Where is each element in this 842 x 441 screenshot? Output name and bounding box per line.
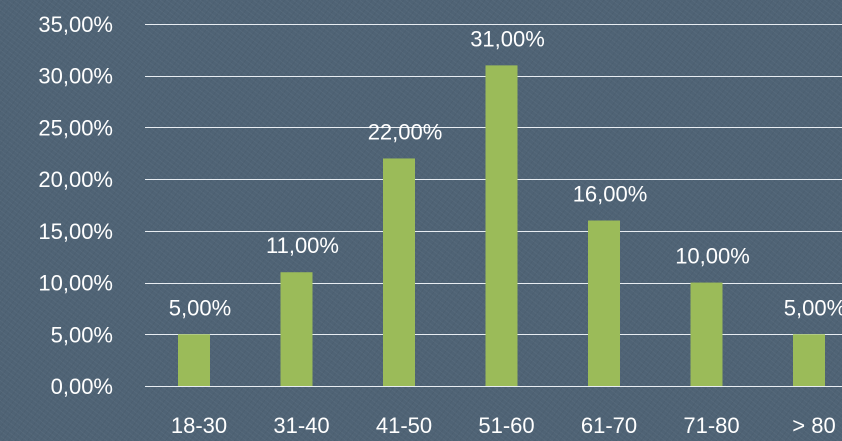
data-label: 10,00% — [675, 244, 750, 269]
data-label: 22,00% — [368, 119, 443, 144]
data-labels: 5,00% 11,00% 22,00% 31,00% 16,00% 10,00% 5,00% — [169, 26, 842, 320]
bar — [178, 334, 210, 386]
x-tick-label: 41-50 — [376, 413, 432, 438]
x-tick-label: 51-60 — [478, 413, 534, 438]
data-label: 5,00% — [169, 295, 231, 320]
y-tick-label: 30,00% — [38, 64, 113, 89]
bars — [178, 65, 825, 386]
data-label: 11,00% — [266, 233, 339, 258]
y-tick-label: 35,00% — [38, 12, 113, 37]
x-tick-label: 71-80 — [683, 413, 739, 438]
y-tick-label: 10,00% — [38, 271, 113, 296]
y-axis-tick-labels: 0,00% 5,00% 10,00% 15,00% 20,00% 25,00% 30,00%… — [38, 12, 113, 399]
data-label: 5,00% — [784, 295, 842, 320]
bar — [793, 334, 825, 386]
data-label: 16,00% — [573, 182, 648, 207]
y-tick-label: 5,00% — [51, 322, 113, 347]
x-tick-label: 18-30 — [171, 413, 227, 438]
x-tick-label: 31-40 — [273, 413, 329, 438]
y-tick-label: 25,00% — [38, 115, 113, 140]
x-tick-label: > 80 — [792, 413, 835, 438]
x-tick-label: 61-70 — [581, 413, 637, 438]
y-tick-label: 15,00% — [38, 219, 113, 244]
bar — [690, 282, 723, 386]
x-axis-category-labels: 18-30 31-40 41-50 51-60 61-70 71-80 > 80 — [171, 413, 836, 438]
y-tick-label: 20,00% — [38, 167, 113, 192]
bar — [588, 220, 620, 386]
bar — [280, 272, 313, 386]
data-label: 31,00% — [470, 26, 545, 51]
y-tick-label: 0,00% — [51, 374, 113, 399]
bar — [383, 158, 415, 386]
bar — [485, 65, 518, 386]
